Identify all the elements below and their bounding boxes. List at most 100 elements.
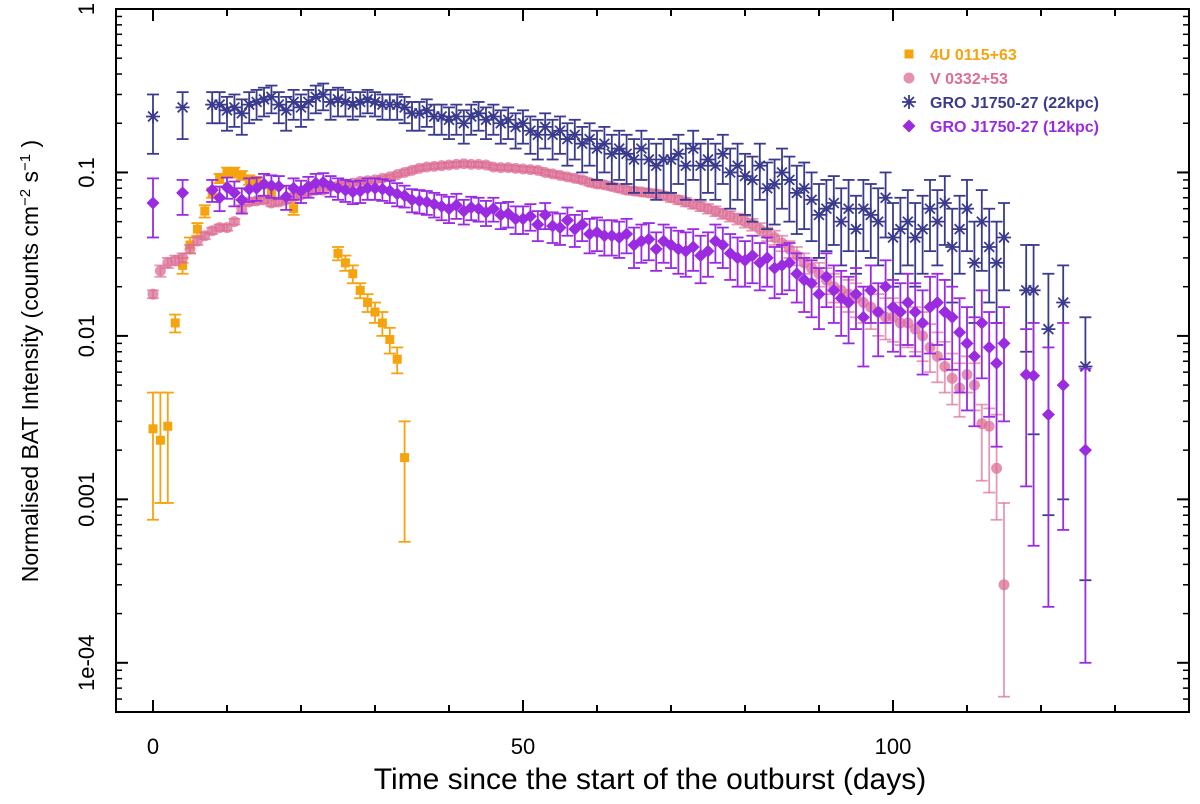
data-point xyxy=(826,196,841,211)
data-point xyxy=(192,224,202,234)
data-point xyxy=(930,296,944,310)
data-point xyxy=(849,287,863,301)
x-tick-label: 50 xyxy=(511,734,535,759)
data-point xyxy=(946,372,958,384)
data-point xyxy=(170,318,180,328)
data-point xyxy=(242,97,257,112)
data-point xyxy=(612,141,627,156)
data-point xyxy=(419,103,434,118)
data-point xyxy=(1078,359,1093,374)
data-point xyxy=(377,318,387,328)
data-point xyxy=(642,232,656,246)
data-point xyxy=(215,173,225,183)
series-gro-j1750-27-12kpc xyxy=(146,172,1092,664)
data-point xyxy=(178,260,188,270)
data-point xyxy=(952,222,967,237)
y-axis-title-part: Normalised BAT Intensity (counts cm xyxy=(17,206,43,582)
data-point xyxy=(301,94,316,109)
data-point xyxy=(871,305,885,319)
data-point xyxy=(516,116,530,131)
data-point xyxy=(1041,322,1056,337)
data-point xyxy=(363,298,373,308)
data-point xyxy=(1026,283,1041,298)
y-tick-label: 1 xyxy=(74,3,99,15)
data-point xyxy=(449,198,463,212)
data-point xyxy=(678,158,693,173)
data-point xyxy=(323,94,338,109)
data-point xyxy=(953,325,967,339)
data-point xyxy=(345,97,360,112)
data-point xyxy=(864,283,878,297)
data-point xyxy=(945,239,960,254)
data-point xyxy=(249,94,264,109)
data-point xyxy=(271,97,286,112)
data-point xyxy=(370,307,380,317)
data-point xyxy=(486,202,500,216)
data-point xyxy=(316,87,331,102)
data-point xyxy=(886,230,900,245)
data-point xyxy=(627,152,641,167)
data-point xyxy=(782,172,797,187)
data-point xyxy=(782,256,796,270)
data-point xyxy=(900,214,915,229)
data-point xyxy=(1041,408,1055,422)
data-point xyxy=(427,109,442,124)
data-point xyxy=(1078,443,1092,457)
data-point xyxy=(967,255,982,270)
data-point xyxy=(789,185,804,200)
data-point xyxy=(538,119,553,134)
data-point xyxy=(812,287,826,301)
data-point xyxy=(279,103,294,118)
data-point xyxy=(790,267,804,281)
data-point xyxy=(471,106,486,121)
data-point xyxy=(893,222,908,237)
data-point xyxy=(575,136,590,151)
data-point xyxy=(760,251,774,265)
data-point xyxy=(530,127,545,142)
data-point xyxy=(390,97,405,112)
data-point xyxy=(412,106,427,121)
y-axis-title-part: −1 xyxy=(17,154,34,171)
data-point xyxy=(567,127,582,142)
data-point xyxy=(486,109,501,124)
data-point xyxy=(701,244,715,258)
data-point xyxy=(975,316,989,330)
data-point xyxy=(842,296,856,310)
data-point xyxy=(893,305,907,319)
data-point xyxy=(289,204,299,214)
data-point xyxy=(982,239,997,254)
data-point xyxy=(856,201,871,216)
y-axis-title-part: s xyxy=(17,171,43,189)
data-point xyxy=(222,167,232,177)
x-tick-label: 0 xyxy=(147,734,159,759)
data-point xyxy=(827,283,841,297)
data-point xyxy=(382,97,397,112)
y-tick-label: 0.1 xyxy=(74,157,99,188)
data-point xyxy=(175,100,190,115)
data-point xyxy=(908,305,922,319)
data-point xyxy=(392,354,402,364)
data-point xyxy=(656,152,671,167)
data-point xyxy=(242,182,256,196)
data-point xyxy=(355,285,365,295)
x-tick-label: 100 xyxy=(875,734,912,759)
data-point xyxy=(693,158,708,173)
legend-marker-square xyxy=(904,49,914,59)
data-point xyxy=(368,181,382,195)
data-point xyxy=(745,249,759,263)
data-point xyxy=(501,112,516,127)
data-point xyxy=(205,97,220,112)
data-point xyxy=(177,252,189,264)
data-point xyxy=(509,212,523,226)
data-point xyxy=(982,340,996,354)
data-point xyxy=(228,216,240,228)
data-point xyxy=(405,106,419,121)
legend-marker-diamond xyxy=(902,119,916,133)
data-point xyxy=(649,242,663,256)
data-point xyxy=(1056,295,1071,310)
data-point xyxy=(767,176,782,191)
data-point xyxy=(812,207,826,222)
data-point xyxy=(841,201,856,216)
